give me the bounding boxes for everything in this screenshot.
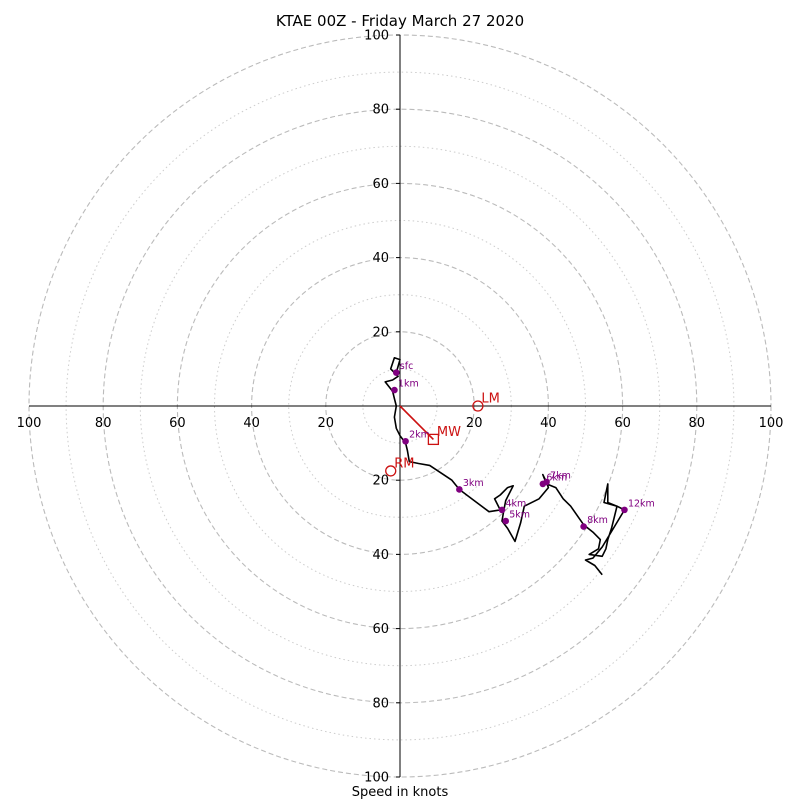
x-tick-label: 20 — [318, 416, 335, 431]
storm-motion-rm-label: RM — [394, 456, 414, 471]
x-tick-label: 100 — [759, 416, 784, 431]
y-tick-label: 20 — [372, 325, 389, 340]
height-label-4km: 4km — [506, 498, 527, 509]
y-tick-label: 40 — [372, 251, 389, 266]
y-tick-label: 20 — [372, 474, 389, 489]
height-marker-8km — [580, 523, 587, 530]
height-label-7km: 7km — [550, 471, 571, 482]
height-marker-7km — [543, 478, 550, 486]
height-label-5km: 5km — [509, 510, 530, 521]
height-marker-5km — [502, 517, 510, 525]
x-axis-label: Speed in knots — [352, 785, 449, 800]
storm-motion-lm-marker — [472, 400, 484, 412]
height-marker-2km — [402, 437, 409, 445]
y-tick-label: 60 — [372, 622, 389, 637]
y-tick-label: 100 — [364, 29, 389, 44]
x-tick-label: 80 — [95, 416, 112, 431]
x-tick-label: 60 — [169, 416, 186, 431]
height-marker-4km — [498, 506, 506, 514]
height-marker-sfc — [392, 369, 400, 376]
x-tick-label: 20 — [466, 416, 483, 431]
x-tick-label: 80 — [689, 416, 706, 431]
hodograph-trace — [384, 356, 626, 576]
height-label-1km: 1km — [398, 379, 419, 390]
storm-motion-markers: MW LM RM — [385, 392, 500, 477]
height-marker-3km — [456, 486, 463, 493]
y-tick-label: 100 — [364, 771, 389, 786]
height-label-12km: 12km — [628, 498, 655, 509]
y-tick-label: 40 — [372, 548, 389, 563]
x-tick-label: 40 — [540, 416, 557, 431]
height-label-3km: 3km — [463, 478, 484, 489]
height-label-sfc: sfc — [400, 361, 414, 372]
x-tick-label: 60 — [614, 416, 631, 431]
height-marker-1km — [391, 386, 398, 394]
chart-title: KTAE 00Z - Friday March 27 2020 — [276, 12, 524, 30]
storm-motion-rm-marker — [385, 465, 397, 477]
x-tick-label: 100 — [17, 416, 42, 431]
y-tick-label: 80 — [372, 103, 389, 118]
height-label-8km: 8km — [587, 515, 608, 526]
storm-motion-mw-marker — [427, 433, 440, 446]
height-label-2km: 2km — [409, 430, 430, 441]
x-tick-label: 40 — [243, 416, 260, 431]
tick-labels: 100 80 60 40 20 20 40 60 80 100 100 80 60 40 20 20 40 60 8… — [17, 29, 784, 786]
y-tick-label: 80 — [372, 696, 389, 711]
hodograph-trace-group — [384, 356, 626, 576]
storm-motion-mw-label: MW — [437, 425, 461, 440]
height-label-6km: 6km — [546, 472, 567, 483]
y-tick-label: 60 — [372, 177, 389, 192]
height-marker-12km — [621, 506, 628, 514]
storm-motion-lm-label: LM — [481, 392, 499, 407]
